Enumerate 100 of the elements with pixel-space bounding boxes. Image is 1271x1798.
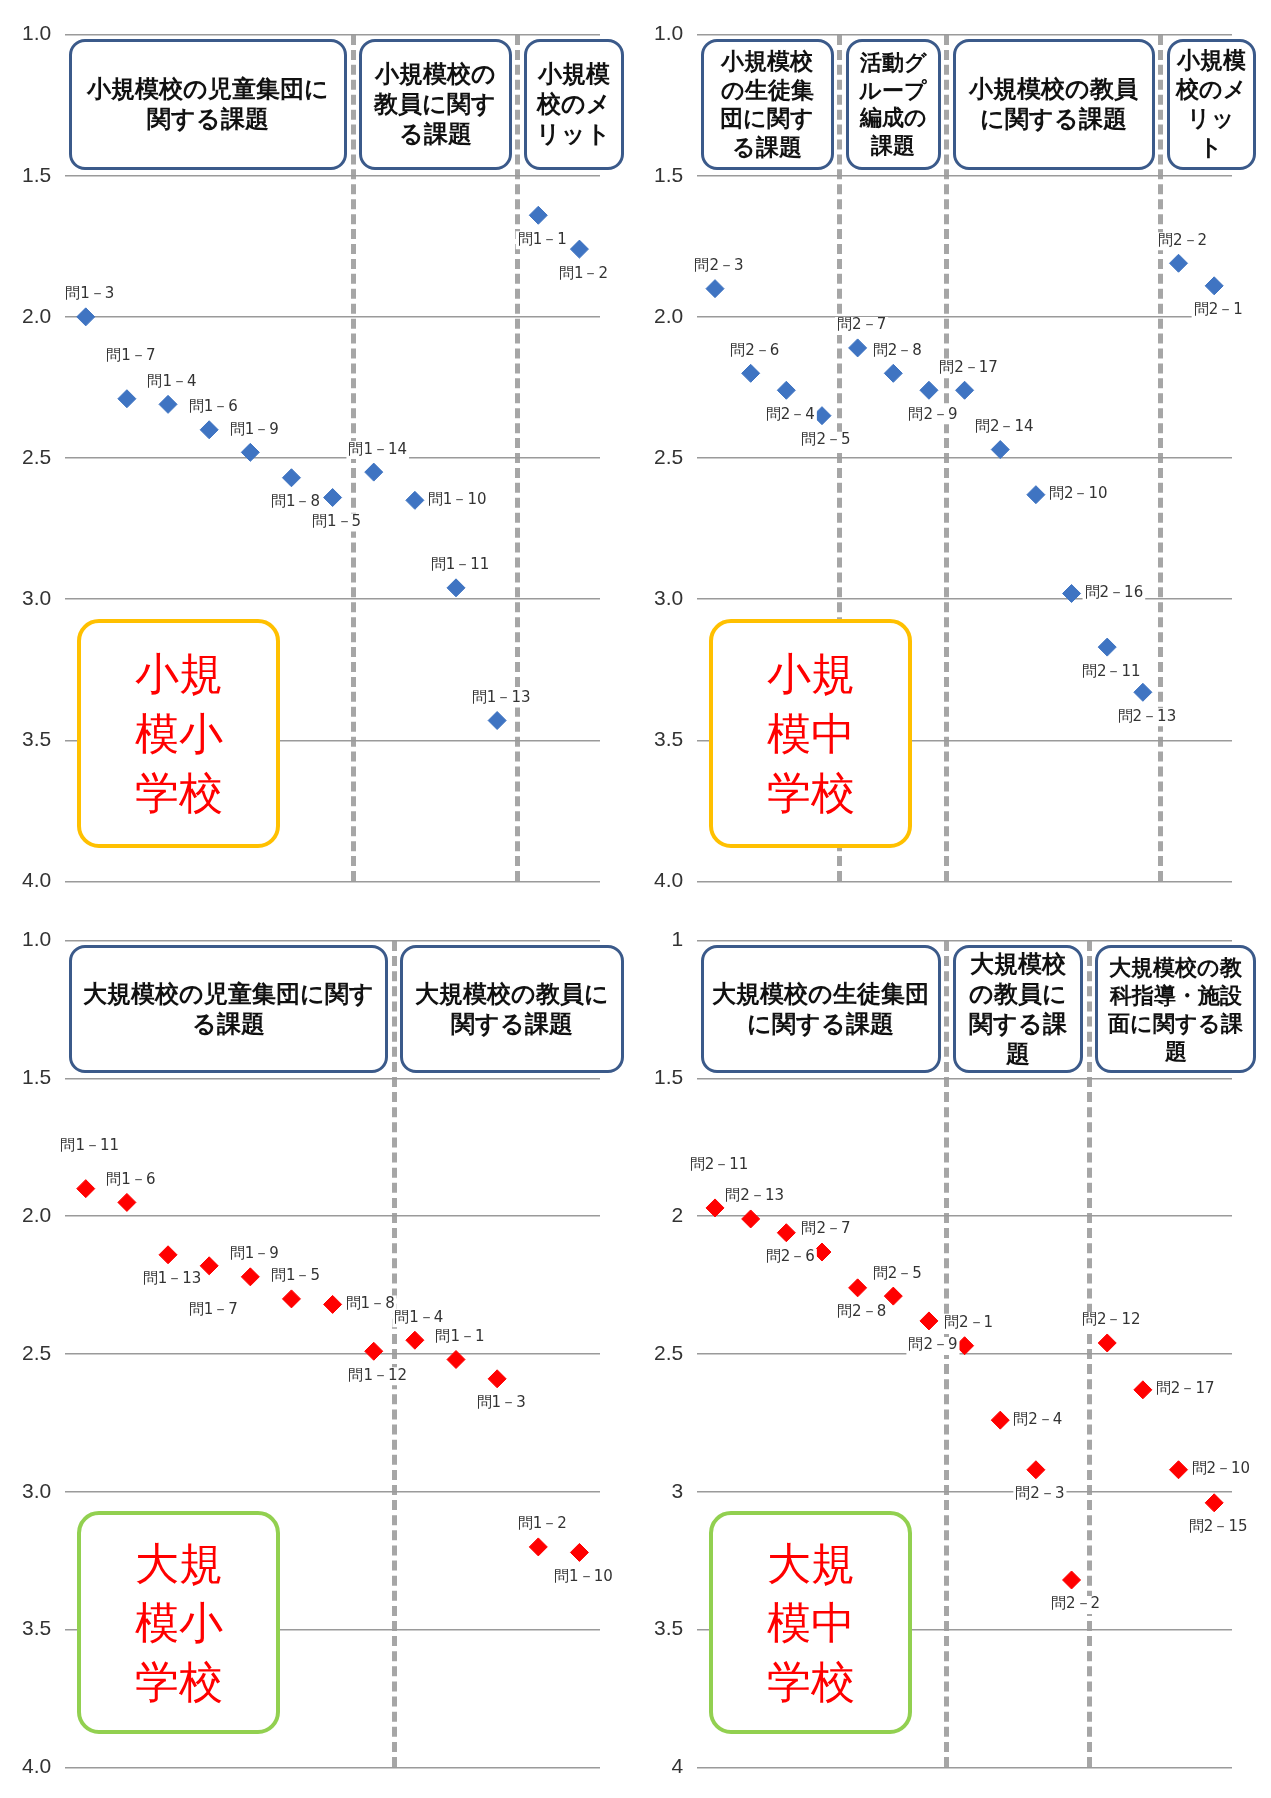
point — [1097, 1333, 1117, 1353]
y-tick-label: 1 — [671, 927, 684, 951]
point — [405, 490, 425, 510]
point — [1169, 1460, 1189, 1480]
data-label: 問2－12 — [1081, 1310, 1141, 1329]
point — [405, 1330, 425, 1350]
point — [1204, 276, 1224, 296]
data-label: 問2－11 — [689, 1155, 749, 1174]
y-tick-label: 4 — [671, 1754, 684, 1778]
point — [240, 1267, 260, 1287]
y-tick-label: 1.5 — [21, 1065, 52, 1089]
point — [487, 711, 507, 731]
data-label: 問2－3 — [1015, 1484, 1065, 1503]
data-label: 問2－6 — [730, 340, 780, 359]
heading-box: 大規模校の児童集団に関する課題 — [69, 944, 389, 1073]
point — [776, 380, 796, 400]
data-label: 問1－9 — [229, 419, 279, 438]
point — [1204, 1493, 1224, 1513]
y-tick-label: 1.5 — [653, 1065, 684, 1089]
point — [883, 363, 903, 383]
y-tick-label: 3.5 — [21, 1616, 52, 1640]
y-tick-label: 1.0 — [21, 21, 52, 45]
data-label: 問2－2 — [1051, 1594, 1101, 1613]
data-label: 問1－5 — [270, 1266, 321, 1285]
heading-box: 活動グループ編成の課題 — [845, 38, 941, 170]
heading-box: 小規模校のメリット — [1166, 38, 1256, 170]
data-label: 問2－1 — [1193, 300, 1243, 319]
y-tick-label: 2.5 — [21, 1340, 52, 1364]
y-tick-label: 1.0 — [21, 927, 52, 951]
y-tick-label: 2.5 — [21, 444, 52, 468]
data-label: 問2－11 — [1081, 661, 1141, 680]
data-label: 問1－8 — [345, 1293, 395, 1312]
y-tick-label: 3.5 — [21, 727, 52, 751]
data-label: 問1－13 — [471, 687, 531, 706]
data-label: 問1－1 — [435, 1326, 485, 1345]
data-label: 問1－2 — [517, 1514, 567, 1533]
point — [281, 468, 301, 488]
data-label: 問2－1 — [944, 1313, 994, 1332]
data-label: 問2－13 — [1117, 706, 1177, 725]
point — [569, 1542, 589, 1562]
point — [364, 1341, 384, 1361]
point — [705, 1198, 725, 1218]
y-tick-label: 2.5 — [653, 444, 684, 468]
data-label: 問2－14 — [974, 416, 1034, 435]
point — [883, 1286, 903, 1306]
y-tick-label: 3.0 — [21, 1478, 52, 1502]
data-label: 問1－3 — [476, 1393, 526, 1412]
point — [955, 380, 975, 400]
y-tick-label: 3.5 — [653, 727, 684, 751]
data-label: 問2－5 — [872, 1263, 922, 1282]
data-label: 問1－14 — [348, 439, 408, 458]
caption-box: 小規模小学校 — [77, 618, 281, 848]
data-label: 問2－17 — [939, 357, 998, 376]
data-label: 問2－4 — [1013, 1409, 1063, 1428]
y-tick-label: 4.0 — [653, 868, 684, 892]
y-tick-label: 1.0 — [653, 21, 684, 45]
data-label: 問2－9 — [908, 404, 958, 423]
data-label: 問2－7 — [837, 315, 887, 334]
data-label: 問1－11 — [60, 1136, 120, 1155]
point — [323, 488, 343, 508]
data-label: 問1－8 — [270, 492, 321, 511]
point — [776, 1223, 796, 1243]
point — [569, 239, 589, 259]
data-label: 問1－11 — [430, 555, 490, 574]
y-tick-label: 3.0 — [653, 585, 684, 609]
heading-box: 小規模校の生徒集団に関する課題 — [701, 38, 834, 170]
data-label: 問1－5 — [312, 511, 362, 530]
point — [1062, 1570, 1082, 1590]
data-label: 問2－2 — [1157, 230, 1208, 249]
data-label: 問1－1 — [517, 229, 567, 248]
point — [741, 1209, 761, 1229]
heading-box: 大規模校の生徒集団に関する課題 — [701, 944, 941, 1073]
data-label: 問1－2 — [558, 263, 608, 282]
data-label: 問2－6 — [765, 1247, 815, 1266]
data-label: 問1－7 — [188, 1300, 238, 1319]
point — [446, 1350, 466, 1370]
point — [199, 420, 219, 440]
point — [487, 1369, 507, 1389]
point — [1169, 253, 1189, 273]
point — [1026, 1460, 1046, 1480]
point — [741, 363, 761, 383]
y-tick-label: 2 — [671, 1203, 684, 1226]
point — [158, 394, 178, 414]
y-tick-label: 2.0 — [21, 303, 52, 327]
data-label: 問2－3 — [694, 256, 744, 275]
caption-box: 大規模小学校 — [77, 1511, 281, 1735]
point — [1133, 1380, 1153, 1400]
point — [323, 1294, 343, 1314]
point — [117, 1192, 137, 1212]
y-tick-label: 3.0 — [21, 585, 52, 609]
data-label: 問2－4 — [765, 404, 815, 423]
point — [199, 1256, 219, 1276]
heading-box: 大規模校の教員に関する課題 — [952, 944, 1084, 1073]
data-label: 問2－9 — [908, 1335, 958, 1354]
point — [528, 1537, 548, 1557]
data-label: 問1－7 — [106, 346, 156, 365]
point — [158, 1245, 178, 1265]
data-label: 問2－7 — [801, 1219, 851, 1238]
point — [848, 338, 868, 358]
y-tick-label: 3.5 — [653, 1616, 684, 1640]
